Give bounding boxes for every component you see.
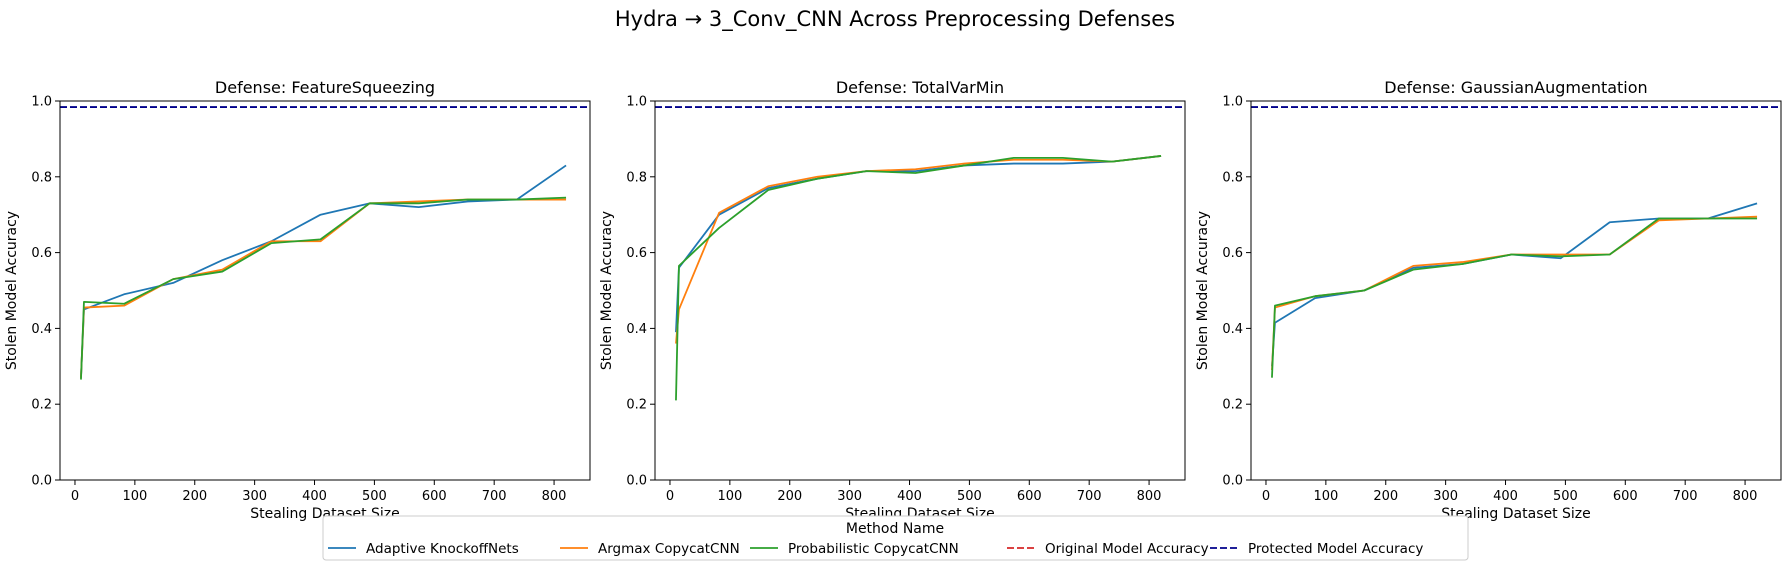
x-tick-label: 200 (777, 489, 802, 504)
y-tick-label: 0.2 (1222, 398, 1243, 413)
x-tick-label: 800 (1733, 489, 1758, 504)
x-axis-label: Stealing Dataset Size (1441, 506, 1591, 522)
subplot-title: Defense: GaussianAugmentation (1384, 78, 1647, 97)
y-tick-label: 0.2 (31, 398, 52, 413)
x-tick-label: 100 (1313, 489, 1338, 504)
y-tick-label: 0.0 (626, 474, 647, 489)
subplots: Defense: FeatureSqueezing 0.0 0.2 0.4 0.6 0.8… (4, 78, 1782, 522)
x-tick-label: 400 (897, 489, 922, 504)
legend-item: Argmax CopycatCNN (560, 541, 740, 557)
x-tick-label: 300 (242, 489, 267, 504)
plot-area (655, 106, 1185, 401)
y-tick-label: 0.8 (1222, 170, 1243, 185)
x-tick-label: 800 (1137, 489, 1162, 504)
y-axis-label: Stolen Model Accuracy (4, 211, 20, 370)
axes-frame (59, 100, 591, 481)
y-tick-label: 0.8 (626, 170, 647, 185)
x-tick-label: 300 (837, 489, 862, 504)
y-axis-label: Stolen Model Accuracy (1195, 211, 1211, 370)
series-line-argmax-copycatcnn (675, 155, 1162, 344)
x-tick-label: 700 (482, 489, 507, 504)
legend-item: Original Model Accuracy (1007, 541, 1209, 557)
x-tick-label: 700 (1077, 489, 1102, 504)
x-tick-label: 100 (717, 489, 742, 504)
x-tick-label: 400 (302, 489, 327, 504)
series-line-adaptive-knockoffnets (1271, 202, 1758, 367)
y-tick-label: 0.4 (31, 322, 52, 337)
y-tick-label: 0.0 (31, 474, 52, 489)
x-tick-label: 300 (1433, 489, 1458, 504)
series-line-probabilistic-copycatcnn (80, 196, 567, 380)
y-tick-label: 0.8 (31, 170, 52, 185)
x-tick-label: 500 (957, 489, 982, 504)
x-tick-label: 600 (422, 489, 447, 504)
legend-item: Probabilistic CopycatCNN (750, 541, 959, 557)
legend-label: Protected Model Accuracy (1248, 541, 1423, 557)
x-tick-label: 500 (362, 489, 387, 504)
x-tick-label: 0 (666, 489, 674, 504)
subplot-title: Defense: FeatureSqueezing (215, 78, 435, 97)
legend-label: Adaptive KnockoffNets (366, 541, 519, 557)
y-tick-label: 0.6 (1222, 246, 1243, 261)
x-tick-label: 200 (1373, 489, 1398, 504)
series-line-probabilistic-copycatcnn (1271, 217, 1758, 378)
x-tick-label: 0 (1262, 489, 1270, 504)
legend-label: Argmax CopycatCNN (598, 541, 740, 557)
y-tick-label: 0.6 (31, 246, 52, 261)
y-tick-label: 0.0 (1222, 474, 1243, 489)
axes-frame (1250, 100, 1782, 481)
legend-item: Protected Model Accuracy (1210, 541, 1423, 557)
x-tick-label: 800 (542, 489, 567, 504)
series-line-probabilistic-copycatcnn (675, 155, 1162, 401)
x-tick-label: 500 (1553, 489, 1578, 504)
series-line-adaptive-knockoffnets (80, 164, 567, 378)
x-tick-label: 0 (71, 489, 79, 504)
subplot-title: Defense: TotalVarMin (836, 78, 1004, 97)
x-tick-label: 100 (122, 489, 147, 504)
y-tick-label: 0.4 (1222, 322, 1243, 337)
y-tick-label: 1.0 (1222, 95, 1243, 110)
x-tick-label: 700 (1673, 489, 1698, 504)
plot-area (60, 106, 590, 380)
subplot-3: Defense: GaussianAugmentation 0.0 0.2 0.4 0.… (1195, 78, 1782, 522)
y-tick-label: 1.0 (31, 95, 52, 110)
y-tick-label: 0.4 (626, 322, 647, 337)
legend-box (322, 515, 1469, 561)
x-tick-label: 600 (1017, 489, 1042, 504)
axes-frame (654, 100, 1186, 481)
x-tick-label: 400 (1493, 489, 1518, 504)
x-tick-label: 200 (182, 489, 207, 504)
figure-title: Hydra → 3_Conv_CNN Across Preprocessing … (615, 7, 1175, 32)
series-line-adaptive-knockoffnets (675, 155, 1162, 333)
subplot-1: Defense: FeatureSqueezing 0.0 0.2 0.4 0.6 0.8… (4, 78, 591, 522)
legend: Method Name Adaptive KnockoffNets Argmax C… (322, 515, 1469, 561)
legend-item: Adaptive KnockoffNets (328, 541, 519, 557)
legend-label: Probabilistic CopycatCNN (788, 541, 959, 557)
y-tick-label: 0.2 (626, 398, 647, 413)
y-tick-label: 0.6 (626, 246, 647, 261)
legend-label: Original Model Accuracy (1045, 541, 1209, 557)
subplot-2: Defense: TotalVarMin 0.0 0.2 0.4 0.6 0.8 1.0 0 1… (599, 78, 1186, 522)
y-axis-label: Stolen Model Accuracy (599, 211, 615, 370)
y-tick-label: 1.0 (626, 95, 647, 110)
x-tick-label: 600 (1613, 489, 1638, 504)
legend-title: Method Name (846, 521, 944, 537)
plot-area (1251, 106, 1781, 378)
